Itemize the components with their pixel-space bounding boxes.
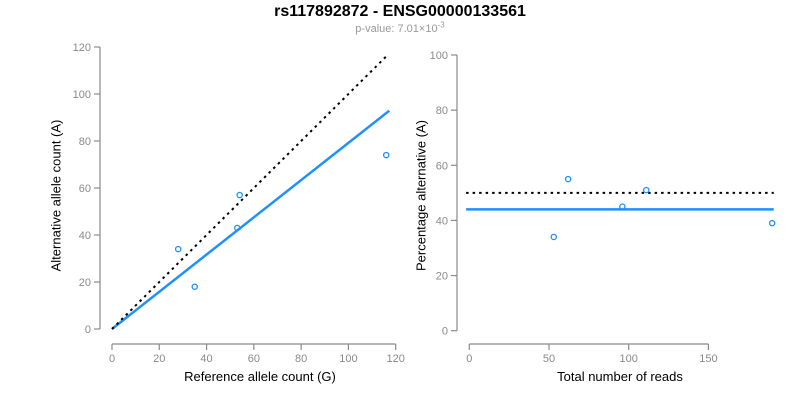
data-point — [234, 224, 241, 232]
data-point — [191, 283, 198, 290]
data-point — [382, 151, 390, 159]
y-tick-label: 100 — [430, 50, 448, 62]
x-tick-label: 40 — [200, 353, 212, 365]
x-tick-label: 100 — [339, 353, 357, 365]
figure-title: rs117892872 - ENSG00000133561 — [274, 3, 526, 20]
pvalue-exponent: -3 — [437, 20, 445, 30]
y-tick-label: 20 — [436, 271, 448, 283]
identity-line — [111, 55, 387, 330]
data-point — [619, 203, 626, 210]
y-tick-label: 0 — [442, 326, 448, 338]
data-point — [236, 191, 243, 199]
percentage-alternative-scatter: 0 50 100 150 0 20 40 60 80 100 — [430, 50, 776, 365]
x-axis-title-left: Reference allele count (G) — [184, 369, 336, 384]
allele-count-scatter: 0 20 40 60 80 100 120 0 20 40 60 80 100 120 — [73, 42, 405, 365]
x-axis-title-right: Total number of reads — [557, 369, 683, 384]
x-tick-label: 20 — [153, 353, 165, 365]
y-tick-label: 100 — [73, 89, 91, 101]
data-point — [642, 186, 650, 194]
y-axis-title-left: Alternative allele count (A) — [48, 119, 64, 272]
figure-subtitle: p-value: 7.01×10-3 — [0, 20, 800, 35]
pvalue-text: p-value: 7.01×10 — [355, 23, 438, 35]
x-tick-label: 60 — [248, 353, 260, 365]
y-tick-label: 120 — [73, 42, 91, 54]
data-point — [564, 175, 572, 183]
x-tick-label: 120 — [387, 353, 405, 365]
y-tick-label: 80 — [79, 136, 91, 148]
y-tick-label: 0 — [85, 324, 91, 336]
x-tick-label: 0 — [109, 353, 115, 365]
y-tick-label: 40 — [79, 230, 91, 242]
y-tick-label: 20 — [79, 277, 91, 289]
data-point — [768, 219, 776, 227]
y-tick-label: 60 — [79, 183, 91, 195]
data-point — [174, 245, 182, 253]
x-tick-label: 100 — [620, 353, 638, 365]
fit-line — [111, 109, 391, 330]
x-tick-label: 0 — [466, 353, 472, 365]
y-tick-label: 60 — [436, 160, 448, 172]
x-tick-label: 80 — [295, 353, 307, 365]
y-tick-label: 80 — [436, 105, 448, 117]
y-tick-label: 40 — [436, 215, 448, 227]
x-tick-label: 50 — [543, 353, 555, 365]
y-axis-title-right: Percentage alternative (A) — [413, 119, 429, 272]
x-tick-label: 150 — [699, 353, 717, 365]
data-point — [550, 233, 558, 241]
